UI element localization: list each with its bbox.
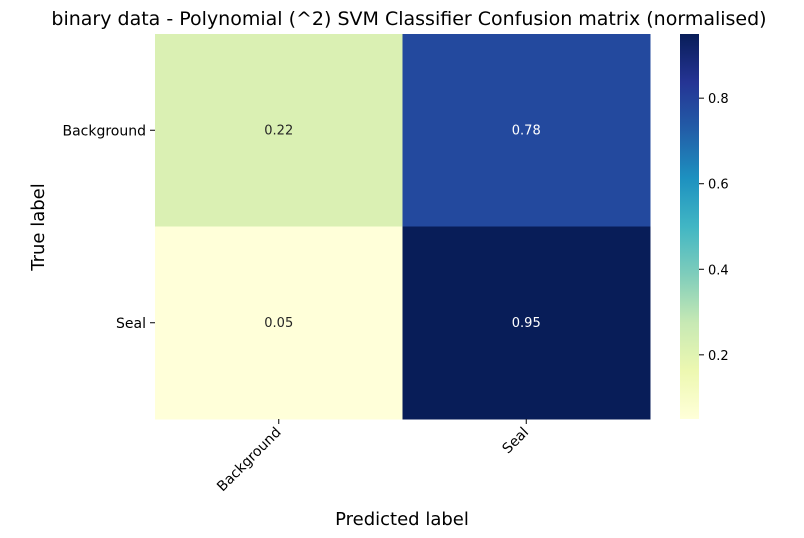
heatmap-cell-background-background <box>155 34 403 227</box>
x-tick-label: Seal <box>500 425 533 458</box>
colorbar <box>680 34 699 419</box>
cell-value-label: 0.05 <box>264 316 293 331</box>
y-tick-label: Background <box>62 123 146 139</box>
chart-title: binary data - Polynomial (^2) SVM Classi… <box>51 8 766 30</box>
x-axis-label: Predicted label <box>335 509 469 530</box>
colorbar-ticks: 0.2 0.4 0.6 0.8 <box>699 92 729 364</box>
heatmap-cell-seal-background <box>155 226 403 420</box>
colorbar-tick-label: 0.6 <box>708 178 729 193</box>
y-tick-label: Seal <box>116 316 146 332</box>
heatmap-cell-background-seal <box>402 34 651 227</box>
x-tick-label: Background <box>214 425 284 495</box>
colorbar-tick-label: 0.4 <box>708 263 729 278</box>
x-axis-ticks: Background Seal <box>214 419 532 495</box>
y-axis-label: True label <box>28 183 49 272</box>
cell-value-label: 0.22 <box>264 123 293 138</box>
heatmap-cell-labels: 0.22 0.78 0.05 0.95 <box>264 123 540 331</box>
heatmap-cell-seal-seal <box>402 226 651 420</box>
cell-value-label: 0.95 <box>512 316 541 331</box>
cell-value-label: 0.78 <box>512 123 541 138</box>
colorbar-tick-label: 0.8 <box>708 92 729 107</box>
y-axis-ticks: Background Seal <box>62 123 155 332</box>
heatmap-cells <box>155 34 651 420</box>
colorbar-tick-label: 0.2 <box>708 349 729 364</box>
